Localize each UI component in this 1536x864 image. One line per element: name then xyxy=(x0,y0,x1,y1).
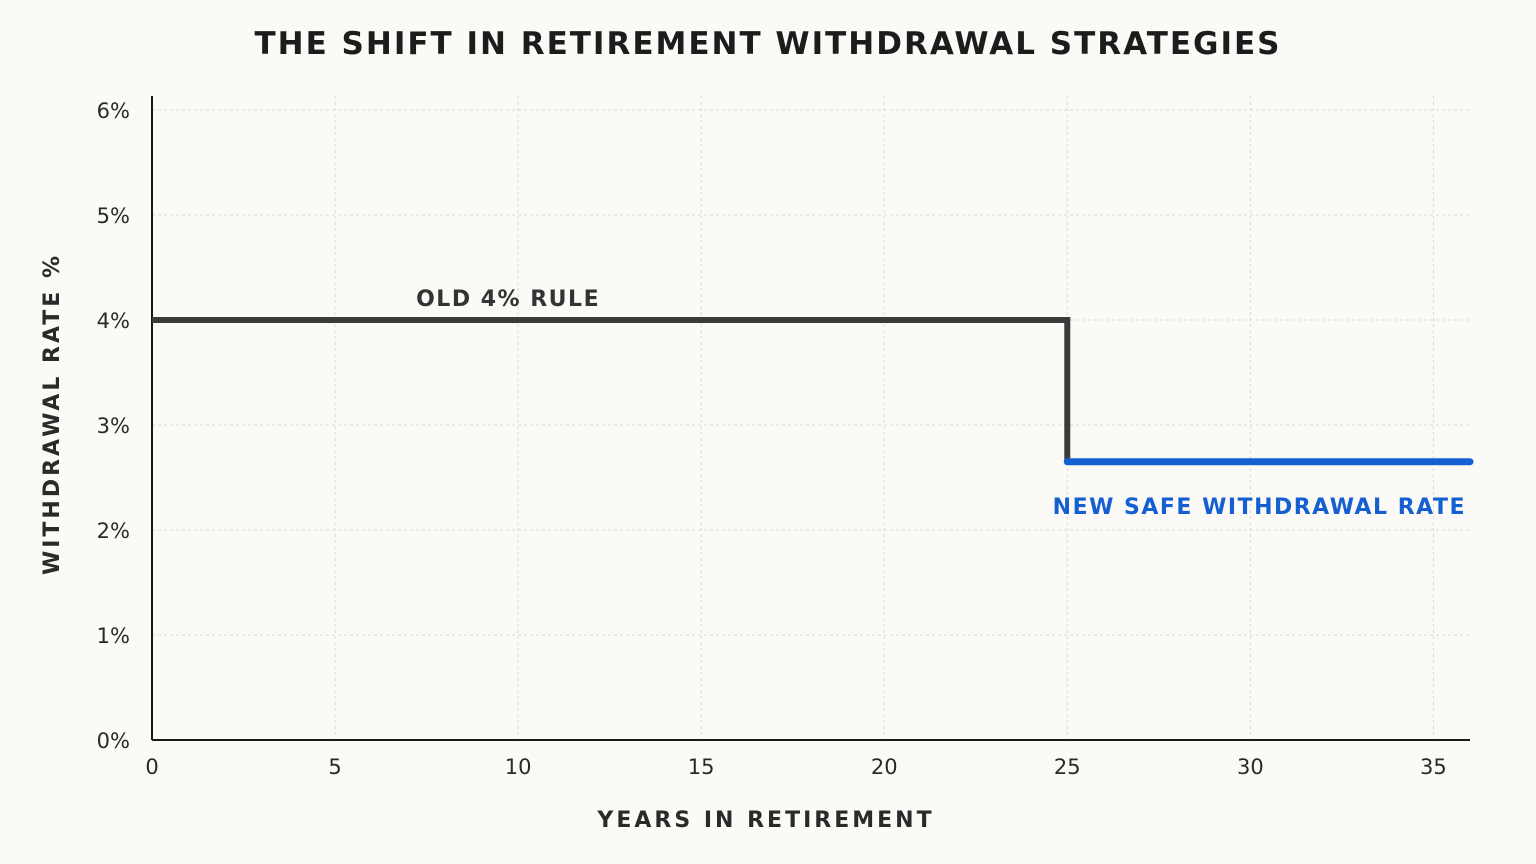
series xyxy=(152,317,1474,466)
x-axis-title: YEARS IN RETIREMENT xyxy=(596,808,934,833)
axes xyxy=(151,96,1470,741)
y-tick-label: 0% xyxy=(97,729,130,753)
x-tick-label: 20 xyxy=(871,755,898,779)
old-rule-label: OLD 4% RULE xyxy=(416,287,600,312)
tick-labels: 0 5 10 15 20 25 30 35 0% 1% 2% 3% 4% 5% 6% xyxy=(97,99,1447,779)
chart-title: THE SHIFT IN RETIREMENT WITHDRAWAL STRAT… xyxy=(254,26,1282,62)
x-tick-label: 30 xyxy=(1237,755,1264,779)
y-tick-label: 2% xyxy=(97,519,130,543)
grid xyxy=(152,96,1470,740)
new-safe-rate-label: NEW SAFE WITHDRAWAL RATE xyxy=(1053,495,1466,520)
y-tick-label: 3% xyxy=(97,414,130,438)
x-tick-label: 5 xyxy=(328,755,341,779)
annotations: OLD 4% RULE NEW SAFE WITHDRAWAL RATE xyxy=(416,287,1466,520)
x-tick-label: 25 xyxy=(1054,755,1081,779)
x-tick-label: 35 xyxy=(1420,755,1447,779)
x-tick-label: 0 xyxy=(145,755,158,779)
x-tick-label: 10 xyxy=(505,755,532,779)
y-axis-title: WITHDRAWAL RATE % xyxy=(40,253,65,575)
x-tick-label: 15 xyxy=(688,755,715,779)
y-tick-label: 5% xyxy=(97,204,130,228)
y-tick-label: 4% xyxy=(97,309,130,333)
y-tick-label: 6% xyxy=(97,99,130,123)
y-tick-label: 1% xyxy=(97,624,130,648)
old-rule-line xyxy=(152,317,1071,462)
